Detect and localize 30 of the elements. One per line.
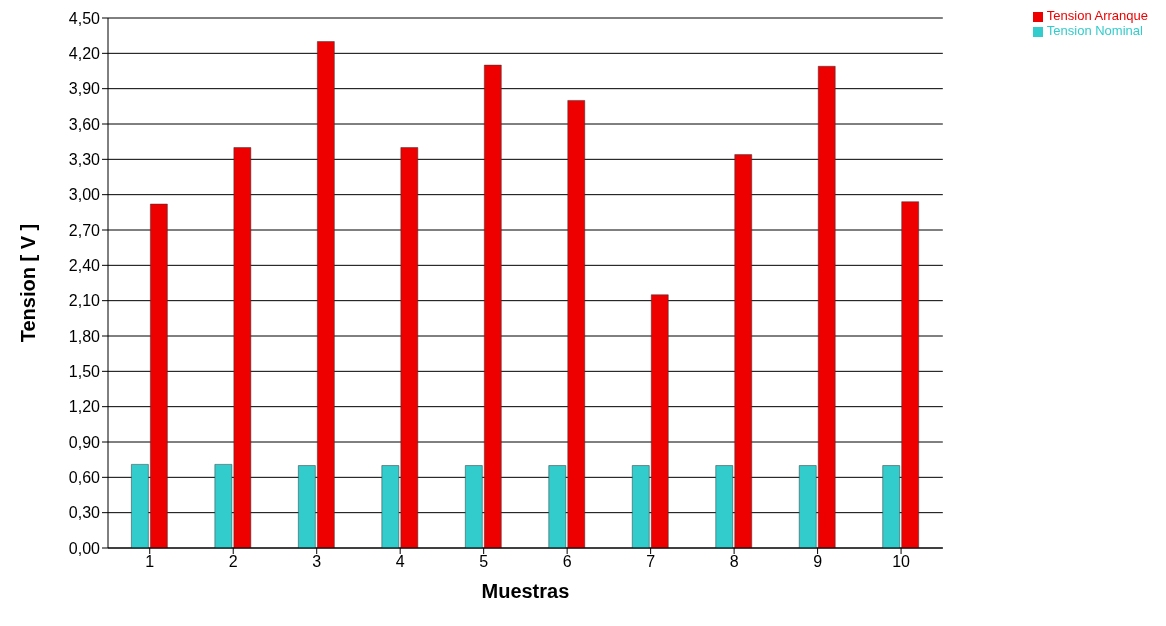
y-tick-label: 3,90	[68, 80, 101, 98]
y-tick-label: 0,90	[68, 433, 101, 451]
y-tick-label: 1,80	[68, 327, 101, 345]
x-tick-label: 7	[646, 553, 656, 571]
y-tick-label: 4,50	[68, 9, 101, 27]
x-tick-label: 6	[562, 553, 572, 571]
y-tick-label: 2,70	[68, 221, 101, 239]
x-tick-label: 8	[729, 553, 739, 571]
legend-label: Tension Nominal	[1046, 23, 1143, 38]
y-tick-label: 2,10	[68, 292, 101, 310]
x-tick-label: 2	[228, 553, 238, 571]
y-tick-label: 2,40	[68, 257, 101, 275]
y-tick-label: 3,60	[68, 115, 101, 133]
y-tick-label: 1,20	[68, 398, 101, 416]
x-tick-label: 10	[892, 553, 911, 571]
x-tick-label: 3	[312, 553, 322, 571]
x-axis-title: Muestras	[481, 580, 570, 602]
y-tick-label: 4,20	[68, 45, 101, 63]
legend-label: Tension Arranque	[1046, 8, 1148, 23]
y-axis-title: Tension [ V ]	[17, 223, 40, 343]
x-tick-label: 1	[145, 553, 155, 571]
y-tick-label: 1,50	[68, 363, 101, 381]
y-tick-label: 0,30	[68, 504, 101, 522]
y-tick-label: 0,00	[68, 539, 101, 557]
x-tick-label: 5	[479, 553, 489, 571]
y-tick-label: 3,30	[68, 151, 101, 169]
y-tick-label: 3,00	[68, 186, 101, 204]
x-tick-label: 9	[813, 553, 823, 571]
x-tick-label: 4	[395, 553, 405, 571]
y-tick-label: 0,60	[68, 469, 101, 487]
